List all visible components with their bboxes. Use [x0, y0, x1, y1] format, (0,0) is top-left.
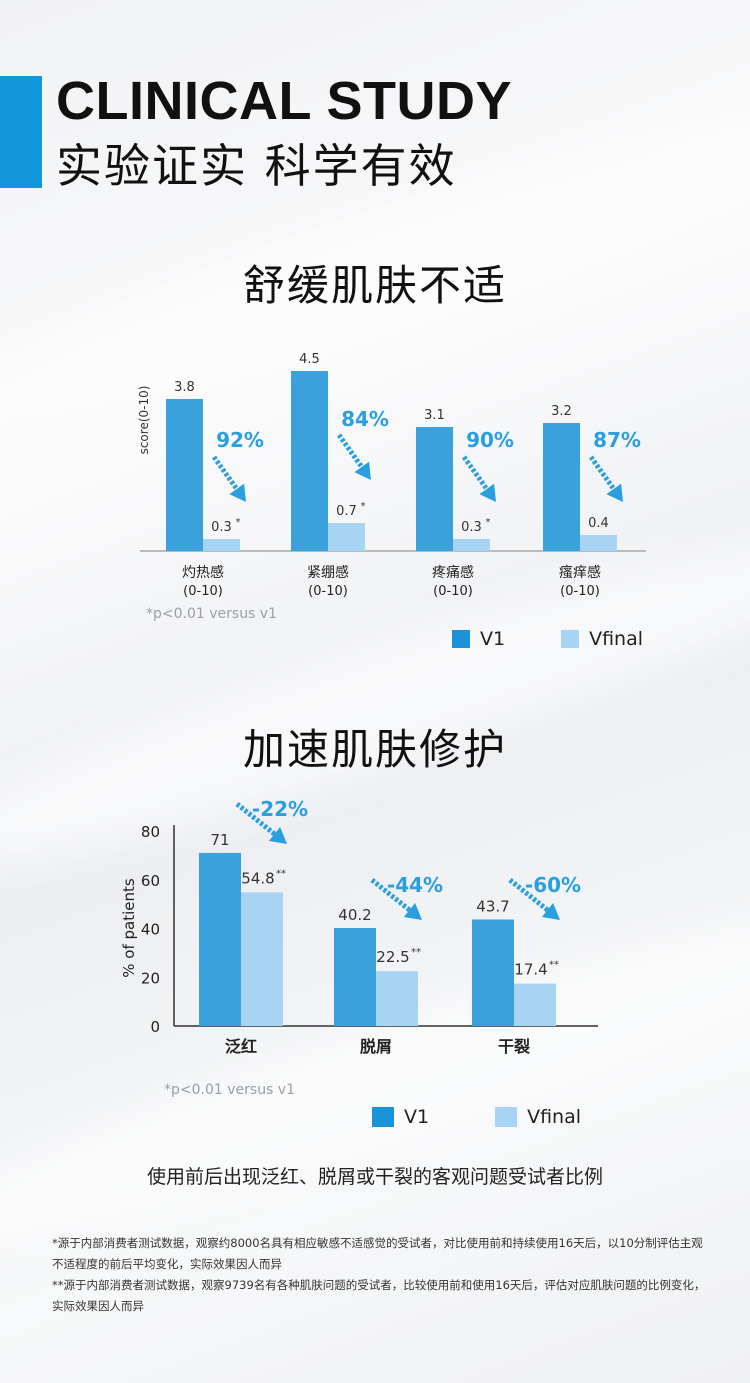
- change-label: 87%: [593, 428, 641, 452]
- legend-swatch-vfinal: [561, 630, 580, 648]
- category-sublabel: (0-10): [433, 584, 473, 599]
- legend-label-v1: V1: [404, 1106, 430, 1128]
- bar-vfinal: [580, 535, 617, 551]
- decrease-arrow-shaft: [235, 802, 283, 842]
- decrease-arrow-shaft: [508, 878, 556, 918]
- section1-title: 舒缓肌肤不适: [242, 261, 507, 310]
- bar-vfinal: [241, 892, 283, 1026]
- category-label: 泛红: [225, 1037, 257, 1056]
- legend-label-vfinal: Vfinal: [589, 628, 644, 650]
- footnote-1: *源于内部消费者测试数据，观察约8000名具有相应敏感不适感觉的受试者，对比使用…: [52, 1236, 703, 1271]
- decrease-arrow-head: [268, 826, 287, 844]
- bar-vfinal: [453, 539, 490, 551]
- category-label: 脱屑: [360, 1037, 392, 1056]
- y-tick-label: 40: [141, 921, 160, 939]
- significance-mark: *: [361, 501, 366, 512]
- decrease-arrow-head: [541, 902, 560, 920]
- category-label: 灼热感: [182, 564, 224, 581]
- change-label: 84%: [341, 407, 389, 431]
- data-label-vfinal: 0.3: [461, 520, 482, 535]
- data-label-vfinal: 0.7: [336, 504, 357, 519]
- data-label-vfinal: 0.3: [211, 520, 232, 535]
- category-sublabel: (0-10): [183, 584, 223, 599]
- header-title-cn: 实验证实 科学有效: [56, 139, 457, 193]
- y-tick-label: 60: [141, 872, 160, 890]
- bar-v1: [199, 852, 241, 1026]
- data-label-v1: 71: [210, 831, 229, 849]
- y-tick-label: 0: [150, 1018, 160, 1036]
- data-label-vfinal: 17.4: [514, 961, 547, 979]
- category-sublabel: (0-10): [560, 584, 600, 599]
- category-sublabel: (0-10): [308, 584, 348, 599]
- legend-swatch-v1: [372, 1107, 394, 1127]
- significance-mark: *: [236, 517, 241, 528]
- bar-v1: [291, 371, 328, 551]
- chart2-caption: 使用前后出现泛红、脱屑或干裂的客观问题受试者比例: [146, 1166, 603, 1188]
- chart-soothing: score(0-10) 3.8 0.3 * 灼热感 (0-10) 92% 4.5 0.7 * 紧绷感…: [137, 352, 646, 599]
- legend-label-vfinal: Vfinal: [527, 1106, 582, 1128]
- significance-note-2: *p<0.01 versus v1: [164, 1082, 295, 1098]
- significance-mark: **: [276, 868, 286, 879]
- category-label: 干裂: [498, 1037, 530, 1056]
- data-label-vfinal: 0.4: [588, 516, 609, 531]
- data-label-vfinal: 54.8: [241, 869, 274, 887]
- significance-mark: **: [549, 960, 559, 971]
- y-axis-label: % of patients: [120, 878, 138, 978]
- bar-vfinal: [328, 523, 365, 551]
- data-label-v1: 40.2: [338, 906, 371, 924]
- decrease-arrow-head: [606, 483, 623, 502]
- change-label: -60%: [525, 873, 581, 897]
- y-tick-label: 20: [141, 969, 160, 987]
- legend-label-v1: V1: [480, 628, 506, 650]
- legend-swatch-v1: [452, 630, 470, 648]
- bar-v1: [472, 919, 514, 1026]
- footnote-2: **源于内部消费者测试数据，观察9739名有各种肌肤问题的受试者，比较使用前和使…: [52, 1278, 706, 1313]
- bar-v1: [334, 928, 376, 1026]
- decrease-arrow-head: [479, 483, 496, 502]
- decrease-arrow-head: [403, 902, 422, 920]
- header-title-en: CLINICAL STUDY: [56, 71, 513, 131]
- data-label-v1: 3.8: [174, 380, 195, 395]
- data-label-v1: 3.2: [551, 404, 572, 419]
- bar-v1: [543, 423, 580, 551]
- significance-note-1: *p<0.01 versus v1: [146, 606, 277, 622]
- significance-mark: *: [486, 517, 491, 528]
- data-label-v1: 3.1: [424, 408, 445, 423]
- accent-bar: [0, 76, 42, 188]
- bar-vfinal: [376, 971, 418, 1026]
- category-label: 疼痛感: [432, 564, 474, 581]
- change-label: -22%: [252, 797, 308, 821]
- y-axis-label: score(0-10): [137, 386, 151, 455]
- significance-mark: **: [411, 947, 421, 958]
- change-label: -44%: [387, 873, 443, 897]
- category-label: 紧绷感: [307, 564, 349, 581]
- decrease-arrow-head: [229, 483, 246, 502]
- legend-swatch-vfinal: [495, 1107, 518, 1127]
- change-label: 90%: [466, 428, 514, 452]
- legend-1: V1 Vfinal: [452, 628, 643, 650]
- bar-v1: [416, 427, 453, 551]
- bar-vfinal: [203, 539, 240, 551]
- category-label: 瘙痒感: [559, 564, 601, 581]
- data-label-v1: 4.5: [299, 352, 320, 367]
- y-tick-label: 80: [141, 823, 160, 841]
- bar-vfinal: [514, 983, 556, 1026]
- section2-title: 加速肌肤修护: [242, 725, 507, 774]
- data-label-v1: 43.7: [476, 897, 509, 915]
- decrease-arrow-shaft: [370, 878, 418, 918]
- data-label-vfinal: 22.5: [376, 948, 409, 966]
- change-label: 92%: [216, 428, 264, 452]
- bar-v1: [166, 399, 203, 551]
- decrease-arrow-head: [354, 461, 371, 480]
- legend-2: V1 Vfinal: [372, 1106, 581, 1128]
